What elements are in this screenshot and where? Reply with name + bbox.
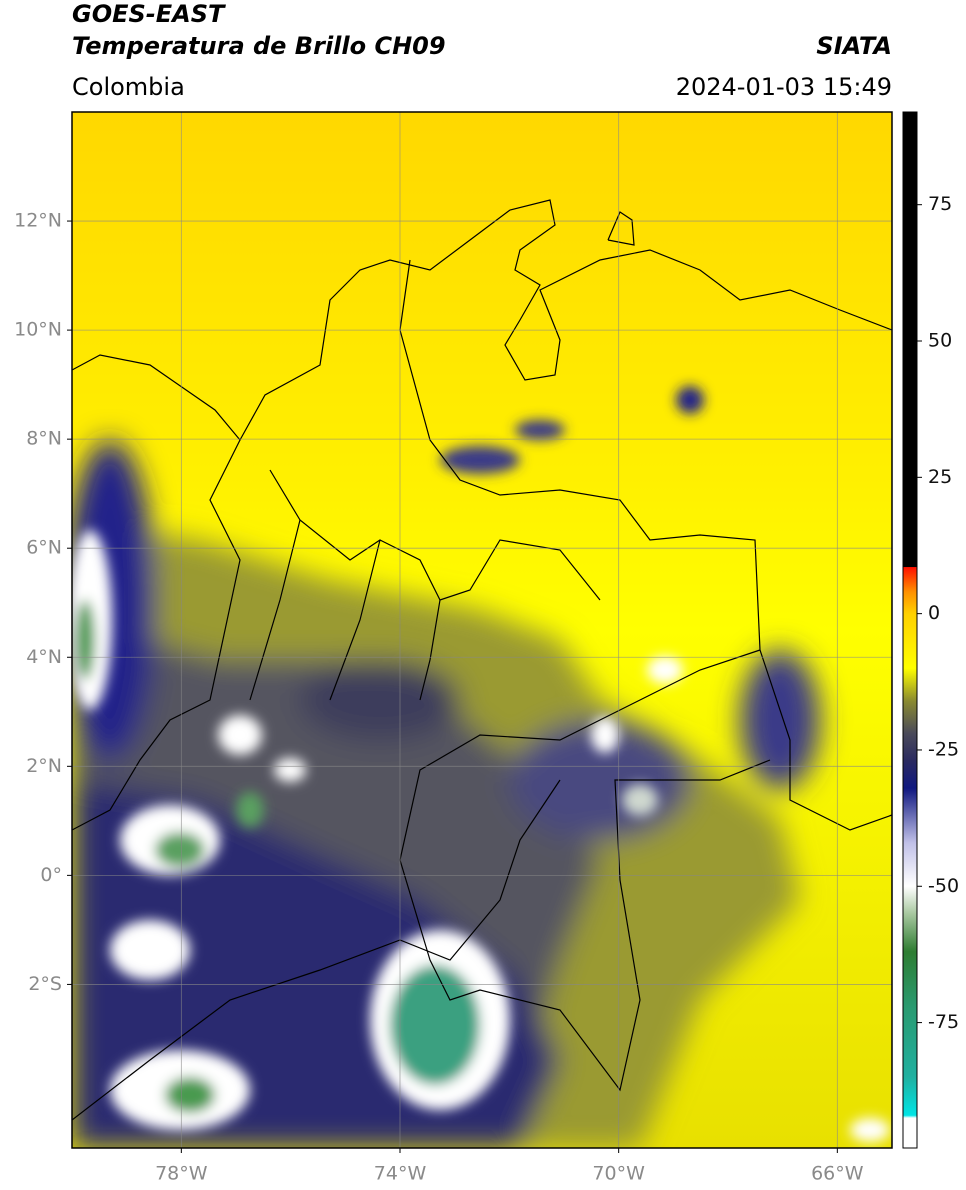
colorbar (902, 111, 918, 1149)
colorbar-tick-label: 0 (928, 602, 940, 624)
colorbar-tick-label: -75 (928, 1011, 959, 1033)
lon-tick-label: 70°W (592, 1163, 645, 1185)
map-frame (71, 111, 893, 1149)
lat-tick-label: 2°S (28, 973, 62, 995)
colorbar-tick-label: 25 (928, 466, 952, 488)
colorbar-tick-label: 75 (928, 193, 952, 215)
lat-tick-label: 8°N (26, 428, 62, 450)
lat-tick-label: 6°N (26, 537, 62, 559)
region: Colombia (72, 73, 185, 101)
colorbar-tick-label: -50 (928, 875, 959, 897)
colorbar-tick-label: -25 (928, 738, 959, 760)
source: SIATA (816, 32, 892, 60)
colorbar-tick-label: 50 (928, 330, 952, 352)
lon-tick-label: 74°W (374, 1163, 427, 1185)
title: GOES-EAST (72, 0, 226, 28)
subtitle: Temperatura de Brillo CH09 (72, 32, 446, 60)
lat-tick-label: 12°N (14, 210, 62, 232)
lon-tick-label: 66°W (811, 1163, 864, 1185)
lat-tick-label: 0° (40, 864, 62, 886)
datetime: 2024-01-03 15:49 (676, 73, 892, 101)
graticule (72, 112, 892, 1148)
satellite-image (72, 112, 892, 1148)
lon-tick-label: 78°W (155, 1163, 208, 1185)
lat-tick-label: 10°N (14, 319, 62, 341)
lat-tick-label: 4°N (26, 646, 62, 668)
lat-tick-label: 2°N (26, 755, 62, 777)
